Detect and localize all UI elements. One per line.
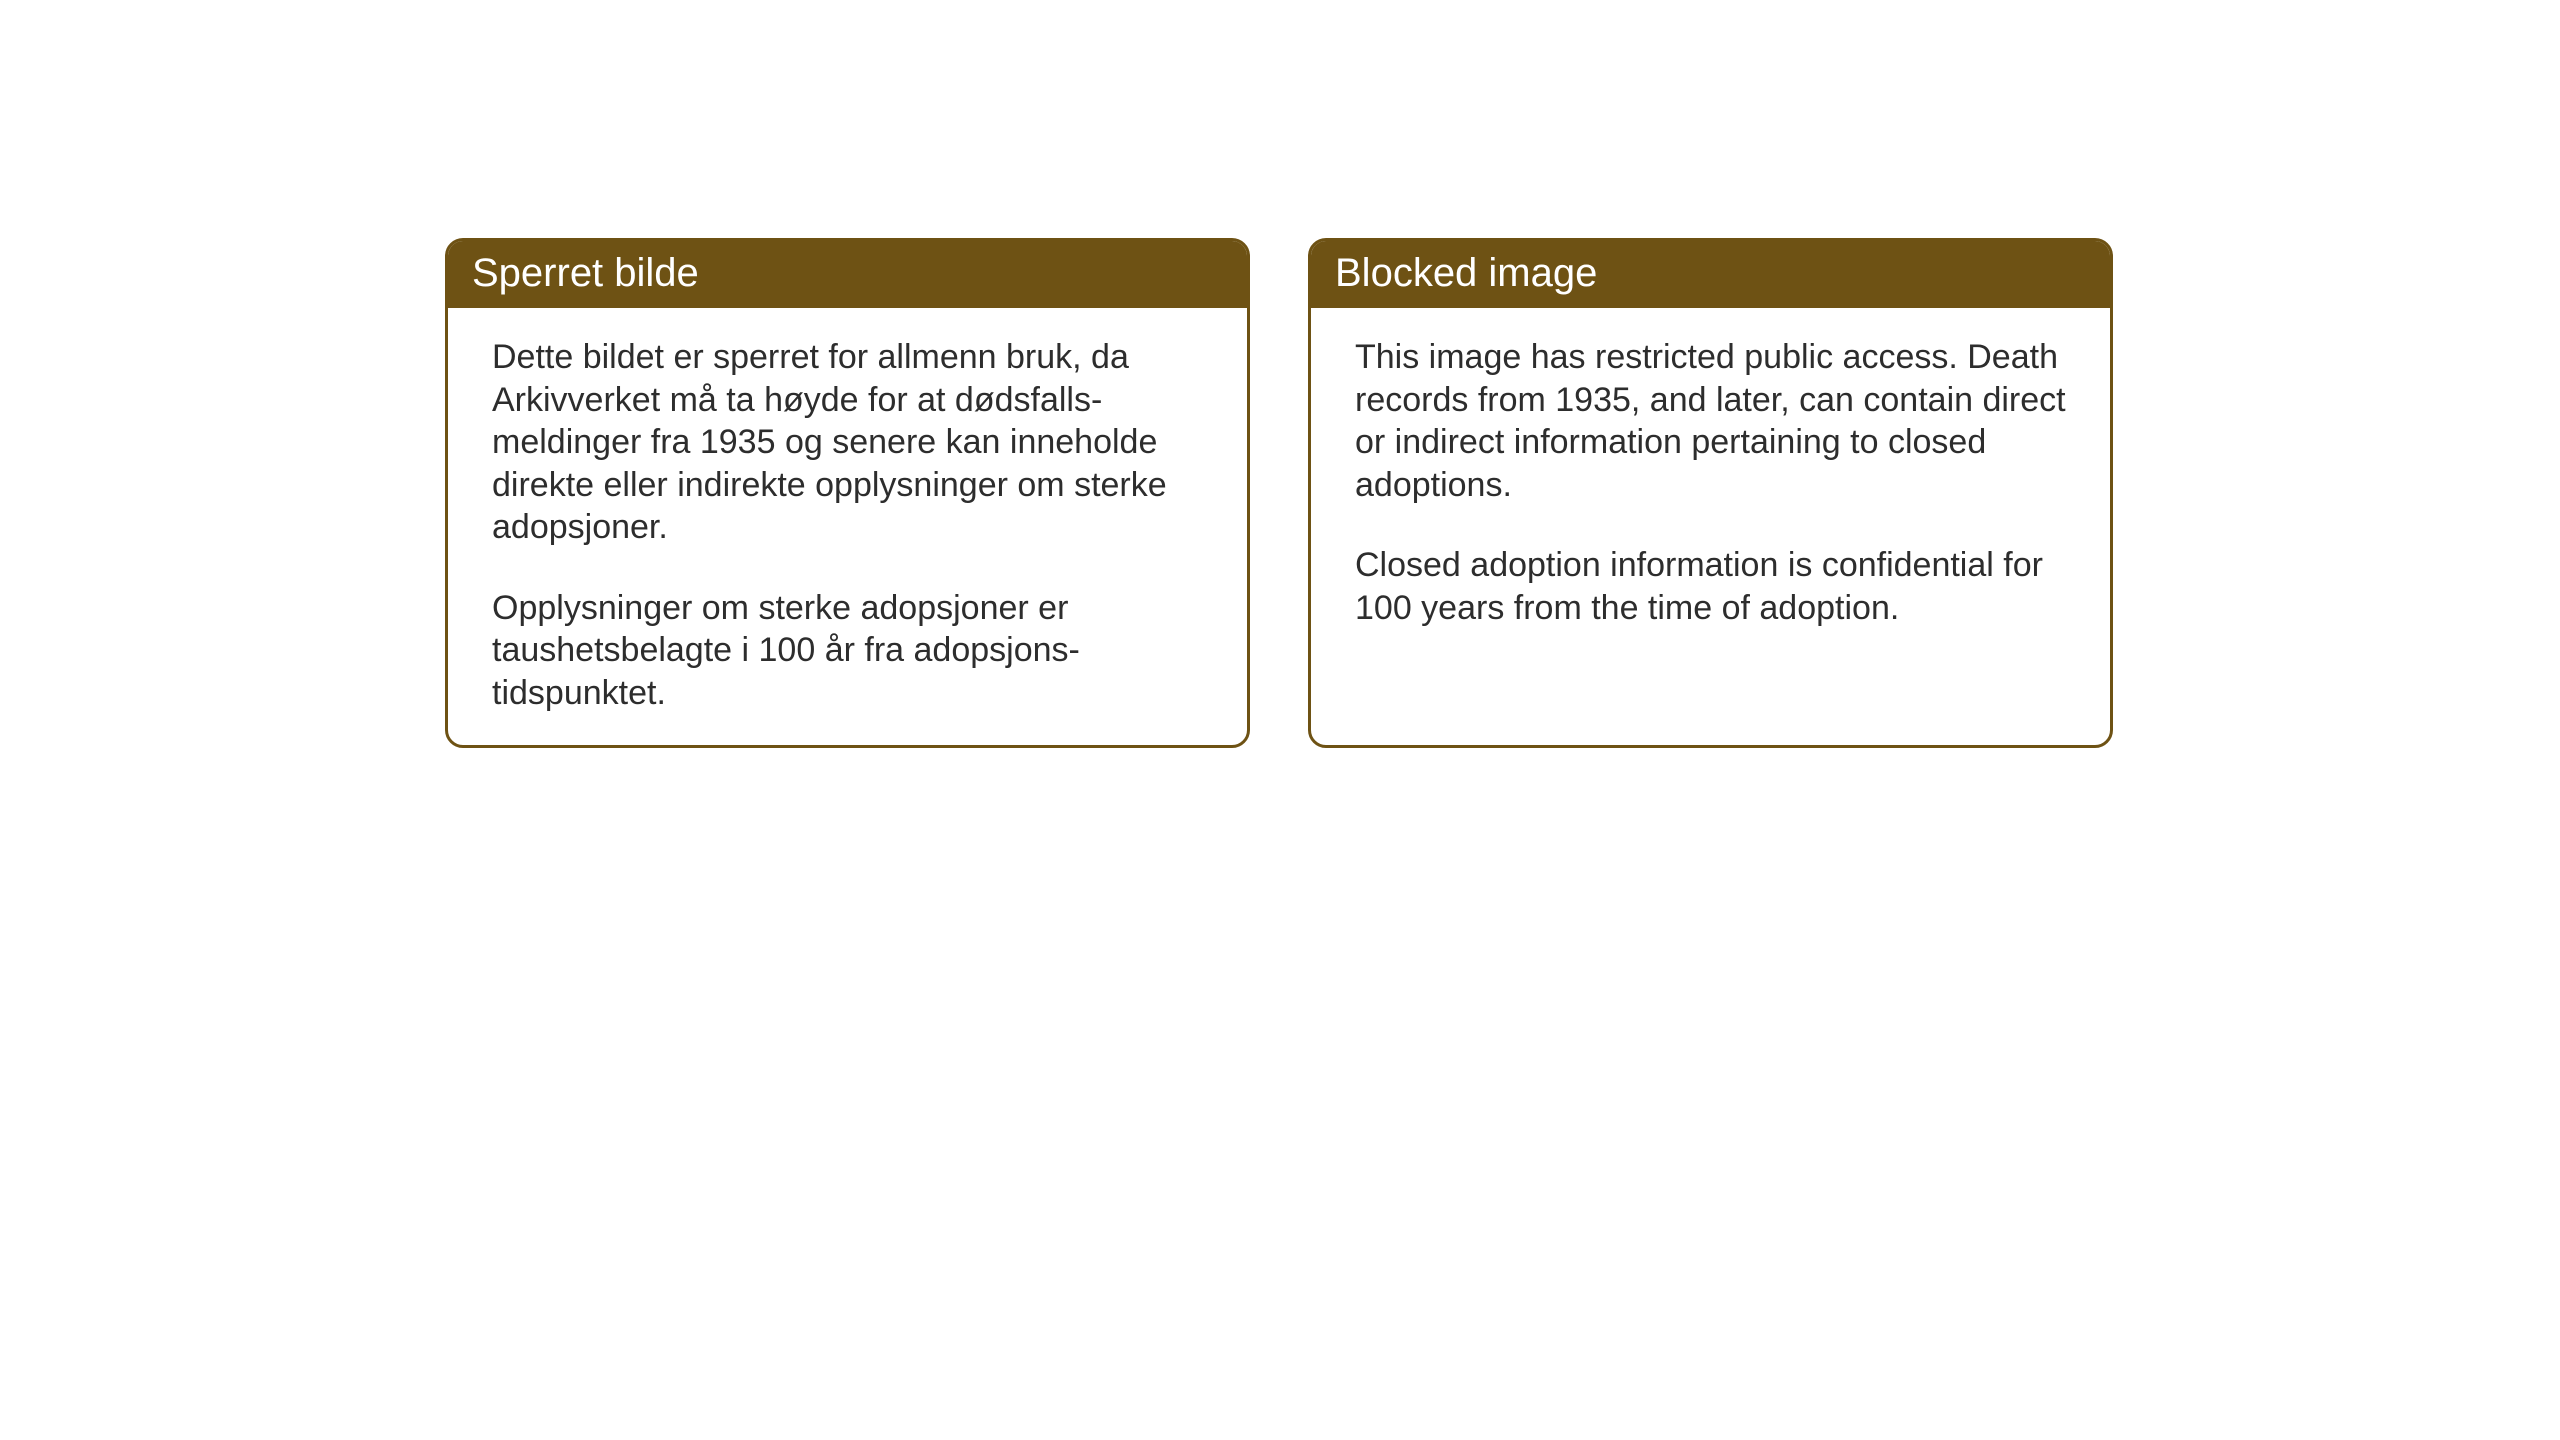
- card-header-english: Blocked image: [1311, 241, 2110, 308]
- notice-card-norwegian: Sperret bilde Dette bildet er sperret fo…: [445, 238, 1250, 748]
- notice-paragraph: This image has restricted public access.…: [1355, 336, 2072, 506]
- notice-card-english: Blocked image This image has restricted …: [1308, 238, 2113, 748]
- notice-paragraph: Opplysninger om sterke adopsjoner er tau…: [492, 587, 1209, 715]
- card-body-english: This image has restricted public access.…: [1311, 308, 2110, 657]
- notice-paragraph: Closed adoption information is confident…: [1355, 544, 2072, 629]
- card-body-norwegian: Dette bildet er sperret for allmenn bruk…: [448, 308, 1247, 742]
- notice-container: Sperret bilde Dette bildet er sperret fo…: [0, 0, 2560, 748]
- notice-paragraph: Dette bildet er sperret for allmenn bruk…: [492, 336, 1209, 549]
- card-header-norwegian: Sperret bilde: [448, 241, 1247, 308]
